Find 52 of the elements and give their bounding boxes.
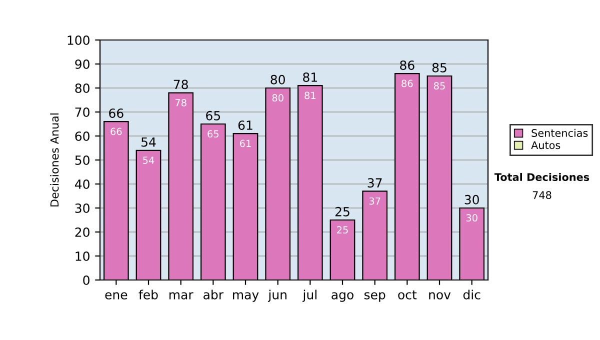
total-label: 65 [206, 110, 220, 120]
y-tick-label: 70 [75, 107, 90, 117]
data-label: 66 [110, 128, 122, 136]
x-tick-label: oct [398, 290, 417, 300]
text: Total Decisiones [494, 172, 590, 182]
y-tick-label: 60 [75, 131, 90, 141]
y-axis-title: Decisiones Anual [50, 114, 59, 206]
data-label: 25 [337, 226, 348, 234]
total-label: 30 [464, 194, 479, 204]
data-label: 78 [175, 98, 186, 106]
data-label: 81 [304, 92, 316, 100]
total-label: 78 [174, 80, 188, 90]
x-tick-label: nov [429, 292, 451, 300]
x-tick-label: ene [105, 292, 128, 300]
total-label: 37 [368, 178, 382, 188]
x-tick-label: feb [138, 290, 158, 300]
x-tick-label: sep [364, 292, 386, 302]
x-tick-label: jul [302, 290, 316, 302]
x-tick-label: dic [463, 290, 480, 300]
y-tick-label: 50 [75, 155, 90, 165]
legend-label: Autos [531, 141, 560, 150]
total-label: 81 [303, 72, 317, 82]
y-tick-label: 30 [75, 203, 90, 213]
y-tick-label: 40 [74, 179, 90, 189]
total-label: 25 [335, 206, 350, 216]
y-tick-label: 90 [75, 59, 90, 69]
data-label: 65 [208, 130, 219, 138]
data-label: 37 [369, 197, 380, 205]
total-label: 66 [109, 108, 124, 118]
x-tick-label: abr [204, 290, 224, 300]
legend-label: Sentencias [532, 128, 588, 137]
total-label: 80 [270, 74, 285, 84]
y-tick-label: 0 [83, 275, 90, 285]
x-tick-label: mar [169, 292, 194, 300]
data-label: 30 [466, 214, 478, 222]
y-tick-label: 100 [68, 35, 90, 45]
x-tick-label: ago [332, 292, 354, 302]
y-tick-label: 80 [75, 83, 90, 93]
data-label: 85 [434, 82, 445, 90]
y-tick-label: 10 [76, 251, 90, 261]
data-label: 61 [240, 140, 251, 148]
data-label: 54 [143, 156, 154, 164]
total-label: 61 [238, 120, 252, 130]
x-tick-label: may [233, 292, 259, 302]
total-label: 54 [142, 137, 156, 147]
y-tick-label: 20 [75, 227, 90, 237]
text: 748 [532, 191, 552, 200]
data-label: 86 [402, 80, 413, 88]
total-label: 85 [432, 62, 446, 72]
data-label: 80 [272, 94, 284, 102]
total-label: 86 [400, 60, 414, 70]
x-tick-label: jun [268, 290, 286, 302]
